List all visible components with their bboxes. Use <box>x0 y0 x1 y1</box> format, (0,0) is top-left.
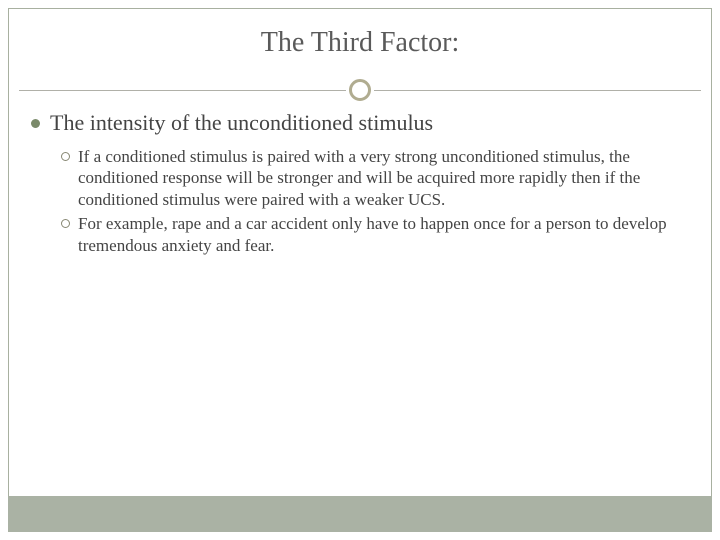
divider-line-left <box>19 90 346 91</box>
bullet-dot-icon <box>31 119 40 128</box>
sub-bullet-list: If a conditioned stimulus is paired with… <box>31 146 689 257</box>
sub-bullet: If a conditioned stimulus is paired with… <box>61 146 689 211</box>
title-block: The Third Factor: <box>9 9 711 69</box>
footer-band <box>8 496 712 532</box>
content-area: The intensity of the unconditioned stimu… <box>9 103 711 256</box>
divider-line-right <box>374 90 701 91</box>
slide-title: The Third Factor: <box>9 27 711 59</box>
main-bullet: The intensity of the unconditioned stimu… <box>31 109 689 138</box>
sub-bullet: For example, rape and a car accident onl… <box>61 213 689 257</box>
bullet-circle-icon <box>61 152 70 161</box>
main-bullet-text: The intensity of the unconditioned stimu… <box>50 109 433 138</box>
sub-bullet-text: For example, rape and a car accident onl… <box>78 213 689 257</box>
divider <box>9 77 711 103</box>
divider-ring-icon <box>349 79 371 101</box>
slide-frame: The Third Factor: The intensity of the u… <box>8 8 712 532</box>
sub-bullet-text: If a conditioned stimulus is paired with… <box>78 146 689 211</box>
bullet-circle-icon <box>61 219 70 228</box>
